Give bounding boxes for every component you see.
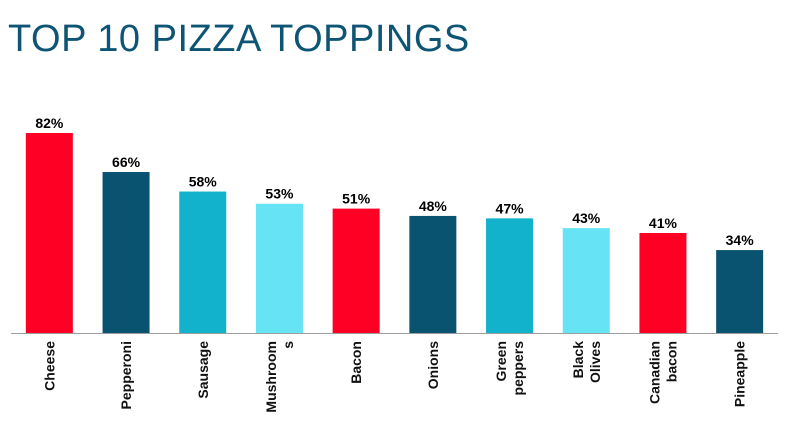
value-labels-group: 82% 66% 58% 53% 51% 48% 47% 43% 41% 34% xyxy=(35,115,754,248)
bar-sausage xyxy=(179,191,227,333)
category-label: Canadianbacon xyxy=(646,341,679,404)
category-label: Sausage xyxy=(195,341,211,399)
category-label-line: Pepperoni xyxy=(118,341,134,409)
bar-bacon xyxy=(332,208,380,333)
category-label-line: Bacon xyxy=(348,341,364,384)
category-label: Cheese xyxy=(41,341,57,391)
bar-pineapple xyxy=(716,250,764,333)
value-label: 43% xyxy=(572,210,601,226)
bar-cheese xyxy=(25,133,73,333)
category-label: Bacon xyxy=(348,341,364,384)
value-label: 66% xyxy=(112,154,141,170)
category-label: Onions xyxy=(425,341,441,389)
value-label: 41% xyxy=(649,215,678,231)
bar-onions xyxy=(409,215,457,333)
category-label: Pineapple xyxy=(732,341,748,407)
value-label: 58% xyxy=(189,174,218,190)
category-label-line: Green xyxy=(493,341,509,381)
bar-canadian-bacon xyxy=(639,233,687,333)
category-label: Pepperoni xyxy=(118,341,134,409)
value-label: 47% xyxy=(496,200,525,216)
category-labels-group: Cheese Pepperoni Sausage Mushrooms Bacon Onio… xyxy=(41,341,747,413)
category-label: Mushrooms xyxy=(263,341,296,413)
chart-title: TOP 10 PIZZA TOPPINGS xyxy=(8,18,470,60)
value-label: 53% xyxy=(265,186,294,202)
category-label-line: Mushroom xyxy=(263,341,279,413)
category-label: Greenpeppers xyxy=(493,341,526,396)
value-label: 48% xyxy=(419,198,448,214)
category-label-line: Sausage xyxy=(195,341,211,399)
category-label-line: peppers xyxy=(510,341,526,396)
category-label-line: Olives xyxy=(587,341,603,383)
value-label: 34% xyxy=(726,232,755,248)
category-label-line: s xyxy=(280,341,296,349)
category-label-line: Black xyxy=(570,341,586,379)
bar-mushrooms xyxy=(255,203,303,333)
category-label-line: Canadian xyxy=(646,341,662,404)
category-label: BlackOlives xyxy=(570,341,603,383)
value-label: 82% xyxy=(35,115,64,131)
value-label: 51% xyxy=(342,191,371,207)
bar-green-peppers xyxy=(486,218,534,333)
category-label-line: bacon xyxy=(663,341,679,382)
category-label-line: Cheese xyxy=(41,341,57,391)
category-label-line: Onions xyxy=(425,341,441,389)
bars-group xyxy=(25,133,764,333)
bar-black-olives xyxy=(562,228,610,333)
bar-pepperoni xyxy=(102,172,150,333)
category-label-line: Pineapple xyxy=(732,341,748,407)
